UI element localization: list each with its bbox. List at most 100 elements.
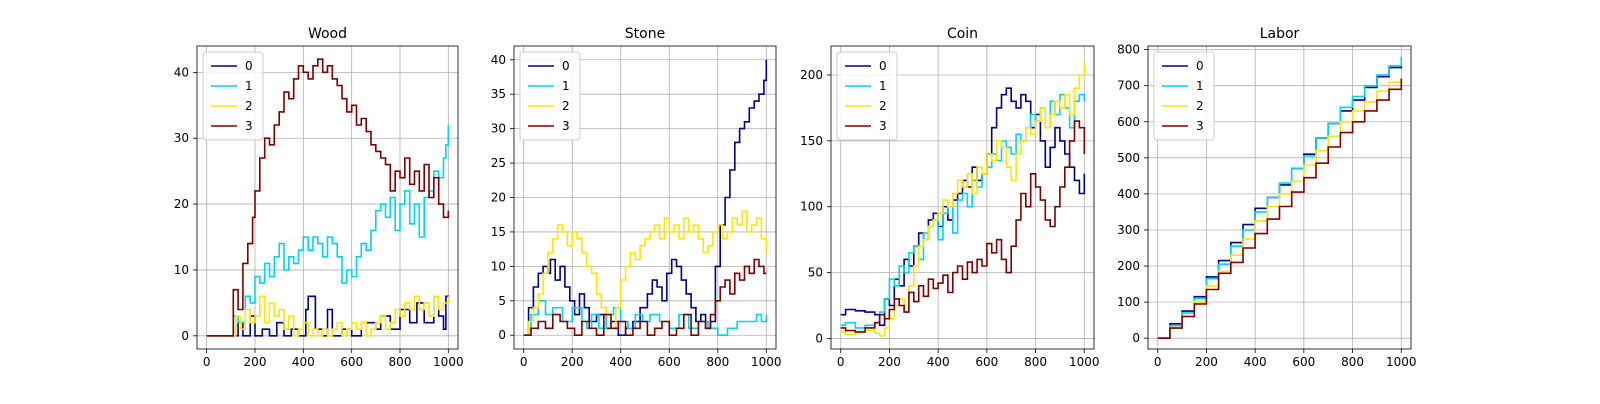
chart-wood-ytick-label: 10 [174, 263, 189, 277]
chart-stone-ytick-label: 30 [491, 122, 506, 136]
chart-stone-legend-label-0: 0 [562, 59, 570, 73]
chart-coin-series-3-line [840, 120, 1086, 333]
chart-wood-legend-label-0: 0 [245, 59, 253, 73]
chart-wood-xtick-label: 0 [203, 355, 211, 369]
chart-coin-ytick-label: 200 [800, 68, 823, 82]
chart-coin-ytick-label: 50 [808, 266, 823, 280]
chart-labor-series-2-line [1157, 76, 1403, 339]
chart-labor-series-3-line [1157, 78, 1403, 339]
chart-coin-legend-box [836, 51, 898, 141]
chart-wood-series-1-line [206, 125, 450, 337]
chart-stone-ytick-label: 0 [498, 328, 506, 342]
chart-labor-legend-label-1: 1 [1196, 79, 1204, 93]
chart-labor-ytick-label: 800 [1117, 43, 1140, 57]
chart-stone-ytick-label: 5 [498, 294, 506, 308]
chart-stone-xtick-label: 400 [609, 355, 632, 369]
chart-coin-panel: 0 200 400 600 800 1000 0 50 100 150 200 Coin 0 1 2 3 [800, 26, 1099, 369]
chart-labor-ytick-label: 700 [1117, 79, 1140, 93]
chart-wood-xtick-label: 1000 [433, 355, 464, 369]
chart-stone-legend: 0 1 2 3 [519, 51, 581, 141]
chart-labor-ytick-label: 600 [1117, 115, 1140, 129]
chart-labor-xtick-label: 1000 [1386, 355, 1417, 369]
chart-coin-xtick-label: 200 [878, 355, 901, 369]
chart-coin-title: Coin [947, 26, 978, 42]
chart-stone-xtick-label: 800 [706, 355, 729, 369]
chart-labor-xtick-label: 400 [1244, 355, 1267, 369]
chart-coin-xtick-label: 0 [837, 355, 845, 369]
chart-wood-legend-label-3: 3 [245, 119, 253, 133]
chart-labor-xtick-label: 200 [1195, 355, 1218, 369]
chart-wood-xtick-label: 800 [389, 355, 412, 369]
chart-stone-series-3-line [523, 258, 767, 336]
chart-labor-ytick-label: 100 [1117, 295, 1140, 309]
chart-coin-xtick-label: 400 [927, 355, 950, 369]
chart-wood-ytick-label: 30 [174, 131, 189, 145]
chart-stone-legend-label-2: 2 [562, 99, 570, 113]
chart-wood-panel: 0 200 400 600 800 1000 0 10 20 30 40 Wood 0 1 2 3 [174, 26, 464, 369]
chart-coin-ytick-label: 150 [800, 134, 823, 148]
chart-coin-ytick-label: 0 [815, 331, 823, 345]
chart-coin-xtick-label: 800 [1024, 355, 1047, 369]
chart-stone-xtick-label: 200 [561, 355, 584, 369]
chart-labor-title: Labor [1260, 26, 1300, 42]
chart-wood-xtick-label: 200 [244, 355, 267, 369]
chart-stone-series-0-line [523, 59, 768, 336]
chart-stone-series-1-line [523, 300, 768, 336]
chart-labor-xtick-label: 800 [1341, 355, 1364, 369]
chart-coin-xtick-label: 1000 [1069, 355, 1100, 369]
chart-wood-xtick-label: 400 [292, 355, 315, 369]
chart-stone-legend-label-3: 3 [562, 119, 570, 133]
chart-labor-ytick-label: 0 [1132, 331, 1140, 345]
chart-stone-ytick-label: 40 [491, 53, 506, 67]
chart-stone-series-2-line [523, 210, 768, 336]
chart-stone-ytick-label: 20 [491, 191, 506, 205]
chart-wood-axes-frame [196, 45, 459, 350]
chart-coin-legend-label-2: 2 [879, 99, 887, 113]
chart-wood-ytick-label: 0 [181, 329, 189, 343]
chart-coin-legend-label-1: 1 [879, 79, 887, 93]
chart-labor-legend-label-2: 2 [1196, 99, 1204, 113]
chart-wood-series-2-line [206, 295, 450, 337]
chart-wood-legend-box [202, 51, 264, 141]
chart-coin-axes-frame [830, 45, 1095, 350]
chart-labor-xtick-label: 0 [1154, 355, 1162, 369]
chart-stone-title: Stone [625, 26, 665, 42]
chart-wood-xtick-label: 600 [340, 355, 363, 369]
chart-wood-ytick-label: 20 [174, 197, 189, 211]
chart-labor-ytick-label: 500 [1117, 151, 1140, 165]
chart-stone-ytick-label: 25 [491, 156, 506, 170]
chart-stone-xtick-label: 1000 [751, 355, 782, 369]
chart-stone-ytick-label: 15 [491, 225, 506, 239]
chart-stone-ytick-label: 10 [491, 259, 506, 273]
chart-wood-legend-label-2: 2 [245, 99, 253, 113]
chart-wood-title: Wood [308, 26, 347, 42]
chart-labor-ytick-label: 200 [1117, 259, 1140, 273]
chart-coin-legend-label-3: 3 [879, 119, 887, 133]
chart-labor-ytick-label: 300 [1117, 223, 1140, 237]
chart-stone-xtick-label: 0 [520, 355, 528, 369]
chart-labor-axes-frame [1147, 45, 1412, 350]
chart-wood-ytick-label: 40 [174, 65, 189, 79]
chart-labor-legend: 0 1 2 3 [1153, 51, 1215, 141]
chart-labor-ytick-label: 400 [1117, 187, 1140, 201]
chart-stone-panel: 0 200 400 600 800 1000 0 5 10 15 20 25 30 35 40 Stone 0 1… [491, 26, 782, 369]
chart-labor-legend-label-3: 3 [1196, 119, 1204, 133]
chart-labor-xtick-label: 600 [1292, 355, 1315, 369]
chart-labor-legend-box [1153, 51, 1215, 141]
chart-coin-legend-label-0: 0 [879, 59, 887, 73]
chart-wood-legend: 0 1 2 3 [202, 51, 264, 141]
chart-coin-legend: 0 1 2 3 [836, 51, 898, 141]
chart-stone-legend-label-1: 1 [562, 79, 570, 93]
chart-stone-xtick-label: 600 [658, 355, 681, 369]
chart-coin-ytick-label: 100 [800, 200, 823, 214]
chart-labor-series-1-line [1157, 56, 1403, 339]
chart-stone-legend-box [519, 51, 581, 141]
chart-stone-ytick-label: 35 [491, 87, 506, 101]
chart-coin-xtick-label: 600 [975, 355, 998, 369]
chart-labor-panel: 0 200 400 600 800 1000 0 100 200 300 400 500 600 700 8… [1117, 26, 1416, 369]
chart-labor-legend-label-0: 0 [1196, 59, 1204, 73]
chart-wood-legend-label-1: 1 [245, 79, 253, 93]
chart-wood-series-3-line [206, 58, 450, 337]
